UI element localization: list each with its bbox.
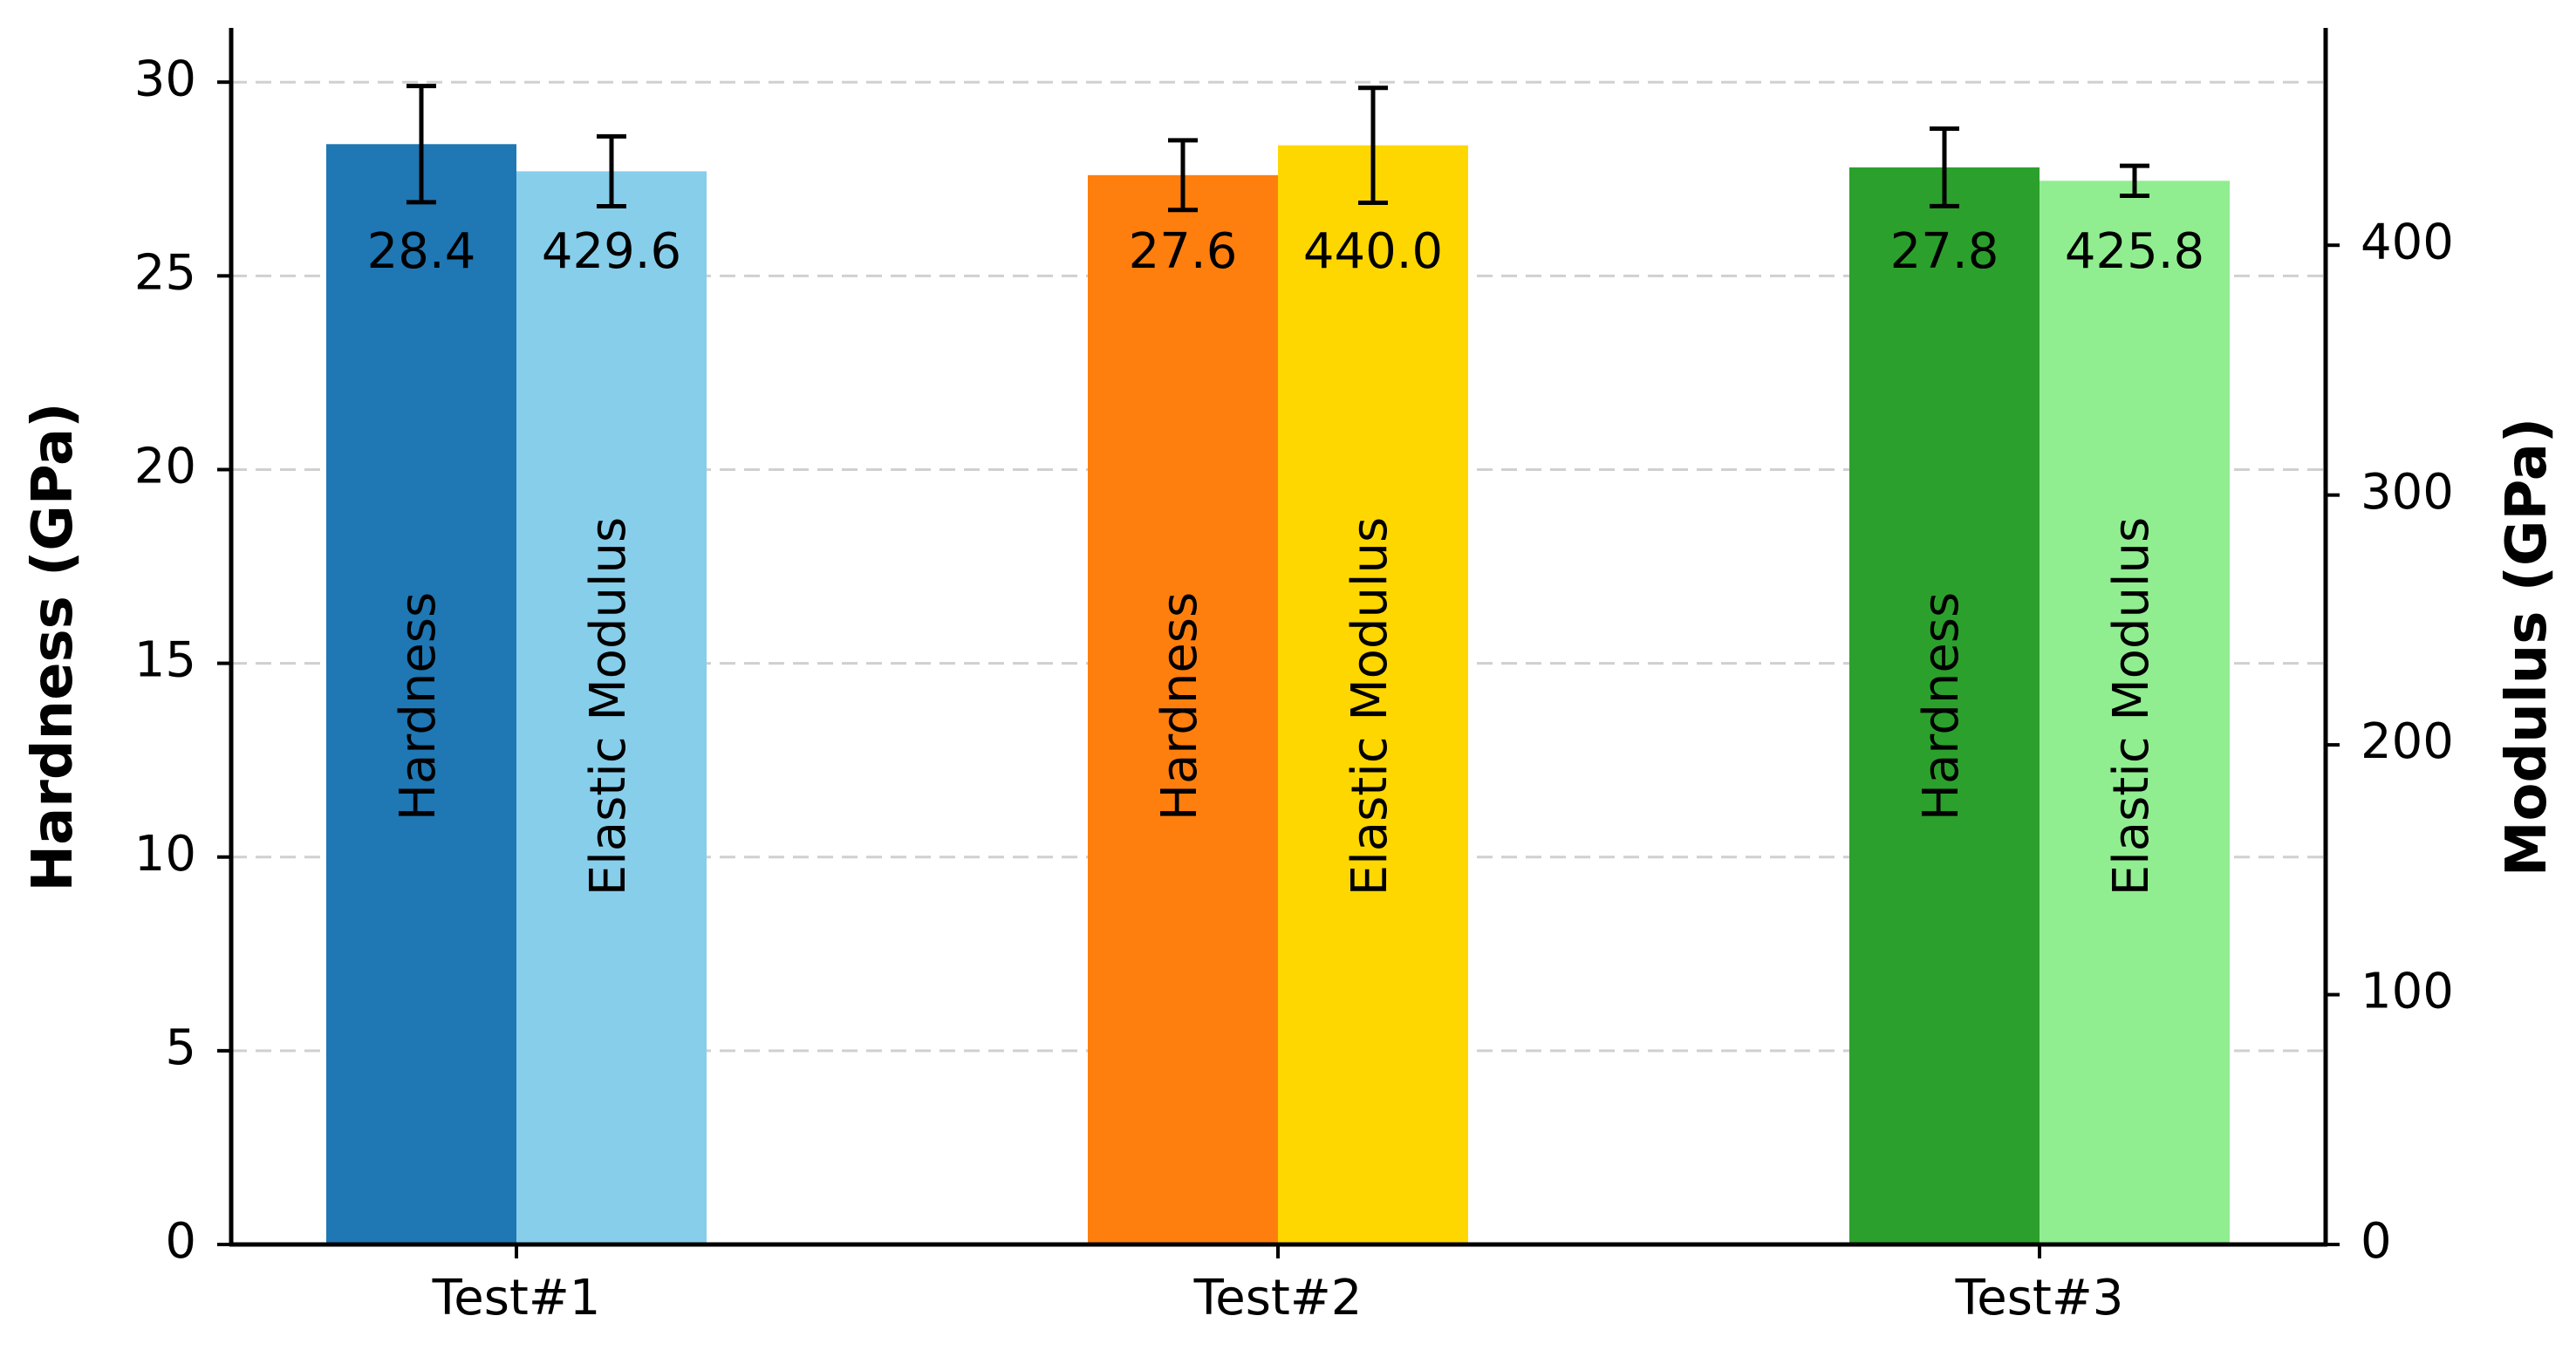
bars <box>326 144 2230 1245</box>
right-y-tick-label: 400 <box>2361 214 2454 270</box>
hardness-bar <box>1088 174 1278 1244</box>
modulus-bar-name-label: Elastic Modulus <box>1342 517 1398 896</box>
right-y-tick-label: 200 <box>2361 713 2454 770</box>
modulus-bar <box>2040 181 2230 1245</box>
hardness-value-label: 27.8 <box>1890 223 1999 280</box>
hardness-value-label: 27.6 <box>1129 223 1238 280</box>
modulus-bar <box>1278 145 1468 1245</box>
hardness-value-label: 28.4 <box>367 223 476 280</box>
hardness-bar-name-label: Hardness <box>1913 592 1970 821</box>
x-tick-label: Test#2 <box>1193 1270 1363 1326</box>
left-axis-title: Hardness (GPa) <box>21 403 85 892</box>
error-bars <box>407 84 2149 213</box>
axes: Test#1 Test#2 Test#30510152025300100200300… <box>134 28 2454 1326</box>
hardness-bar <box>1849 167 2040 1245</box>
left-y-tick-label: 30 <box>134 51 196 107</box>
left-y-tick-label: 15 <box>134 632 196 689</box>
x-tick-label: Test#1 <box>432 1270 601 1326</box>
modulus-value-label: 425.8 <box>2065 223 2204 280</box>
modulus-bar-name-label: Elastic Modulus <box>580 517 637 896</box>
left-y-tick-label: 0 <box>165 1213 196 1270</box>
left-y-tick-label: 20 <box>134 439 196 495</box>
right-y-tick-label: 300 <box>2361 464 2454 521</box>
modulus-bar <box>516 171 707 1245</box>
bar-labels: 28.4 Hardness 429.6 Elastic Modulus 27.6 Hard… <box>367 223 2205 896</box>
hardness-bar <box>326 144 516 1244</box>
modulus-bar-name-label: Elastic Modulus <box>2103 517 2160 896</box>
left-y-tick-label: 5 <box>165 1019 196 1076</box>
right-y-tick-label: 100 <box>2361 964 2454 1020</box>
right-axis-title: Modulus (GPa) <box>2495 418 2559 876</box>
modulus-value-label: 429.6 <box>542 223 681 280</box>
left-y-tick-label: 25 <box>134 244 196 301</box>
left-y-tick-label: 10 <box>134 826 196 883</box>
hardness-bar-name-label: Hardness <box>1151 592 1208 821</box>
x-tick-label: Test#3 <box>1955 1270 2124 1326</box>
modulus-value-label: 440.0 <box>1303 223 1443 280</box>
hardness-bar-name-label: Hardness <box>390 592 447 821</box>
right-y-tick-label: 0 <box>2361 1213 2392 1270</box>
